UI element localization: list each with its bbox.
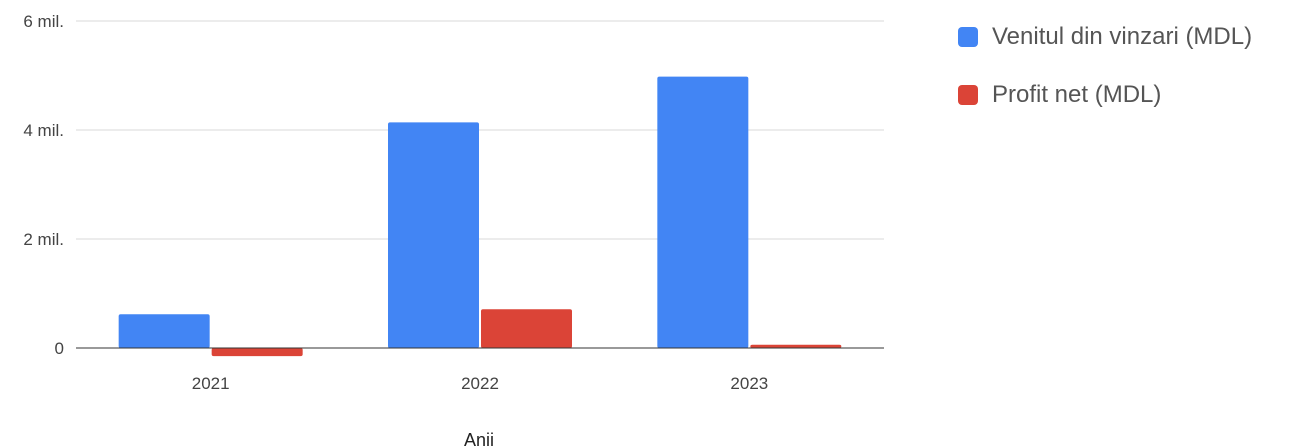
bar-profit-2022 [481, 309, 572, 348]
legend-swatch-revenue [958, 27, 978, 47]
bar-revenue-2023 [657, 76, 749, 348]
bar-revenue-2022 [388, 122, 479, 349]
legend-swatch-profit [958, 85, 978, 105]
legend-item-profit: Profit net (MDL) [958, 80, 1252, 110]
y-tick-label: 2 mil. [23, 230, 64, 249]
y-tick-label: 6 mil. [23, 12, 64, 31]
bar-profit-2023 [750, 344, 842, 348]
x-tick-label: 2023 [730, 374, 768, 393]
x-axis-title: Anii [464, 430, 494, 448]
legend: Venitul din vinzari (MDL) Profit net (MD… [958, 22, 1252, 138]
legend-item-revenue: Venitul din vinzari (MDL) [958, 22, 1252, 52]
bar-profit-2021 [211, 348, 303, 357]
x-tick-label: 2022 [461, 374, 499, 393]
legend-label-profit: Profit net (MDL) [992, 81, 1162, 108]
axis-layer: 0 2 mil. 4 mil. 6 mil. 2021 2022 2023 [23, 12, 884, 393]
grid-layer [76, 20, 884, 240]
x-tick-label: 2021 [192, 374, 230, 393]
bars-layer [118, 76, 842, 357]
y-tick-label: 4 mil. [23, 121, 64, 140]
y-tick-label: 0 [55, 339, 64, 358]
bar-revenue-2021 [118, 314, 210, 348]
legend-label-revenue: Venitul din vinzari (MDL) [992, 23, 1253, 50]
